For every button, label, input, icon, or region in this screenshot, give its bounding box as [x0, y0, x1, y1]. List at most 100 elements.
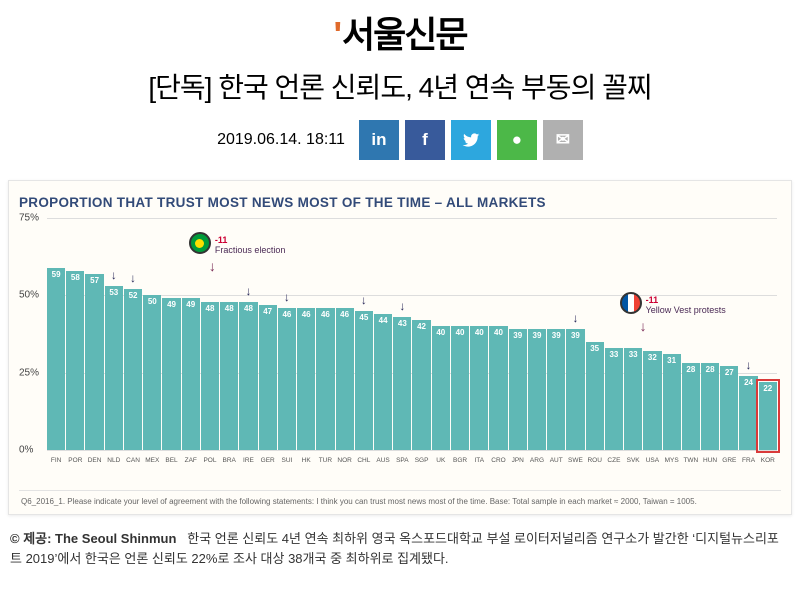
- bar-value: 46: [278, 310, 296, 319]
- bar-label: BEL: [165, 457, 177, 464]
- bar: 44: [374, 314, 392, 450]
- bar-can: ↓52CAN: [124, 289, 142, 450]
- bar: 27: [720, 366, 738, 450]
- bar-zaf: 49ZAF: [182, 298, 200, 450]
- share-row: inf ●✉: [359, 120, 583, 160]
- bar-mys: 31MYS: [663, 354, 681, 450]
- bar: 39: [509, 329, 527, 450]
- bar-value: 33: [605, 350, 623, 359]
- change-arrow-icon: ↓: [361, 293, 367, 307]
- bar-label: ITA: [474, 457, 484, 464]
- bar-value: 52: [124, 291, 142, 300]
- bar-value: 24: [739, 378, 757, 387]
- bar-label: HUN: [703, 457, 717, 464]
- bar: 42: [412, 320, 430, 450]
- bar-tur: 46TUR: [316, 308, 334, 450]
- bar-kor: 22KOR: [759, 382, 777, 450]
- bar-nor: 46NOR: [336, 308, 354, 450]
- bar: 40: [470, 326, 488, 450]
- bar-value: 46: [297, 310, 315, 319]
- chart-card: PROPORTION THAT TRUST MOST NEWS MOST OF …: [8, 180, 792, 515]
- bar-value: 48: [239, 304, 257, 313]
- meta-row: 2019.06.14. 18:11 inf●✉: [0, 120, 800, 160]
- bar-label: SPA: [396, 457, 409, 464]
- bar: 46: [336, 308, 354, 450]
- bar: 46: [316, 308, 334, 450]
- bar-jpn: 39JPN: [509, 329, 527, 450]
- bar-nld: ↓53NLD: [105, 286, 123, 450]
- bar-value: 39: [566, 331, 584, 340]
- bar: 50: [143, 295, 161, 450]
- share-facebook[interactable]: f: [405, 120, 445, 160]
- bar-por: 58POR: [66, 271, 84, 450]
- bar-value: 32: [643, 353, 661, 362]
- change-arrow-icon: ↓: [111, 268, 117, 282]
- change-arrow-icon: ↓: [399, 299, 405, 313]
- chart-title: PROPORTION THAT TRUST MOST NEWS MOST OF …: [19, 195, 781, 210]
- share-line[interactable]: ●: [497, 120, 537, 160]
- bars: 59FIN58POR57DEN↓53NLD↓52CAN50MEX49BEL49Z…: [47, 218, 777, 450]
- bar: 22: [759, 382, 777, 450]
- bar-value: 39: [547, 331, 565, 340]
- bar-bra: 48BRA: [220, 302, 238, 450]
- bar: 33: [605, 348, 623, 450]
- bar: 28: [682, 363, 700, 450]
- bar-label: UK: [436, 457, 445, 464]
- share-linkedin[interactable]: in: [359, 120, 399, 160]
- bar-value: 22: [759, 384, 777, 393]
- bar-den: 57DEN: [85, 274, 103, 450]
- bar-mex: 50MEX: [143, 295, 161, 450]
- bar-value: 43: [393, 319, 411, 328]
- bar-value: 48: [201, 304, 219, 313]
- bar-label: GER: [261, 457, 275, 464]
- bar-label: TWN: [683, 457, 698, 464]
- bar: 32: [643, 351, 661, 450]
- bar-pol: 48POL: [201, 302, 219, 450]
- bar-label: POR: [68, 457, 82, 464]
- bar-hk: 46HK: [297, 308, 315, 450]
- annotation-brazil: -11Fractious election: [215, 236, 286, 256]
- bar: 49: [162, 298, 180, 450]
- gridline: [47, 450, 777, 451]
- bar-bel: 49BEL: [162, 298, 180, 450]
- bar-arg: 39ARG: [528, 329, 546, 450]
- bar-label: MEX: [145, 457, 159, 464]
- bar-label: SVK: [627, 457, 640, 464]
- bar-label: CAN: [126, 457, 140, 464]
- bar-label: TUR: [319, 457, 332, 464]
- caption: © 제공: The Seoul Shinmun 한국 언론 신뢰도 4년 연속 …: [0, 529, 800, 579]
- france-flag-icon: [620, 292, 642, 314]
- bar-cro: 40CRO: [489, 326, 507, 450]
- bar-aut: 39AUT: [547, 329, 565, 450]
- headline: [단독] 한국 언론 신뢰도, 4년 연속 부동의 꼴찌: [0, 66, 800, 106]
- bar-swe: ↓39SWE: [566, 329, 584, 450]
- bar-sui: ↓46SUI: [278, 308, 296, 450]
- bar-bgr: 40BGR: [451, 326, 469, 450]
- share-twitter[interactable]: [451, 120, 491, 160]
- bar-label: POL: [203, 457, 216, 464]
- bar-label: NOR: [337, 457, 351, 464]
- bar-label: GRE: [722, 457, 736, 464]
- bar: 39: [566, 329, 584, 450]
- bar-fin: 59FIN: [47, 268, 65, 451]
- bar-value: 28: [701, 365, 719, 374]
- bar-value: 58: [66, 273, 84, 282]
- bar-value: 46: [316, 310, 334, 319]
- bar-value: 46: [336, 310, 354, 319]
- bar-label: USA: [646, 457, 659, 464]
- share-email[interactable]: ✉: [543, 120, 583, 160]
- bar-value: 35: [586, 344, 604, 353]
- bar-value: 49: [162, 300, 180, 309]
- ytick-label: 0%: [19, 445, 33, 456]
- brazil-flag-icon: [189, 232, 211, 254]
- bar-value: 53: [105, 288, 123, 297]
- bar: 43: [393, 317, 411, 450]
- bar: 45: [355, 311, 373, 450]
- bar-label: FRA: [742, 457, 755, 464]
- bar: 35: [586, 342, 604, 450]
- masthead: '서울신문: [0, 0, 800, 58]
- bar: 33: [624, 348, 642, 450]
- bar-sgp: 42SGP: [412, 320, 430, 450]
- chart-footnote: Q6_2016_1. Please indicate your level of…: [19, 490, 781, 508]
- bar-label: FIN: [51, 457, 61, 464]
